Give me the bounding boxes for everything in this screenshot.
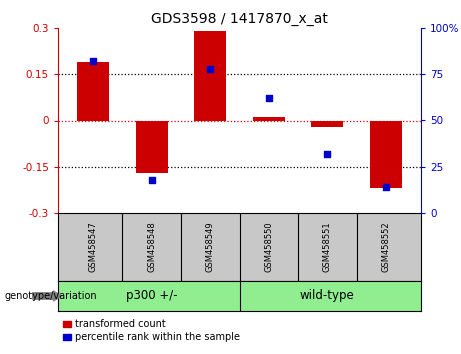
Text: p300 +/-: p300 +/- (126, 290, 177, 303)
Text: GSM458551: GSM458551 (323, 222, 332, 272)
Point (148, 177, 155, 183)
Point (265, 96, 272, 101)
Text: genotype/variation: genotype/variation (5, 291, 97, 301)
Bar (253, 118, 285, 120)
Text: GSM458548: GSM458548 (147, 222, 156, 272)
Bar (311, 120, 343, 127)
Point (382, 184, 390, 190)
Text: GSM458547: GSM458547 (89, 222, 98, 272)
Bar (194, 31, 226, 120)
Point (89, 58, 97, 64)
Bar (370, 120, 402, 188)
Title: GDS3598 / 1417870_x_at: GDS3598 / 1417870_x_at (151, 12, 328, 25)
Bar (77, 62, 109, 120)
Legend: transformed count, percentile rank within the sample: transformed count, percentile rank withi… (63, 319, 240, 342)
Bar (136, 120, 168, 173)
Text: GSM458549: GSM458549 (206, 222, 215, 272)
Text: wild-type: wild-type (300, 290, 355, 303)
Point (207, 66, 214, 72)
Text: GSM458550: GSM458550 (264, 222, 273, 272)
Point (324, 151, 331, 156)
Text: GSM458552: GSM458552 (381, 222, 390, 272)
